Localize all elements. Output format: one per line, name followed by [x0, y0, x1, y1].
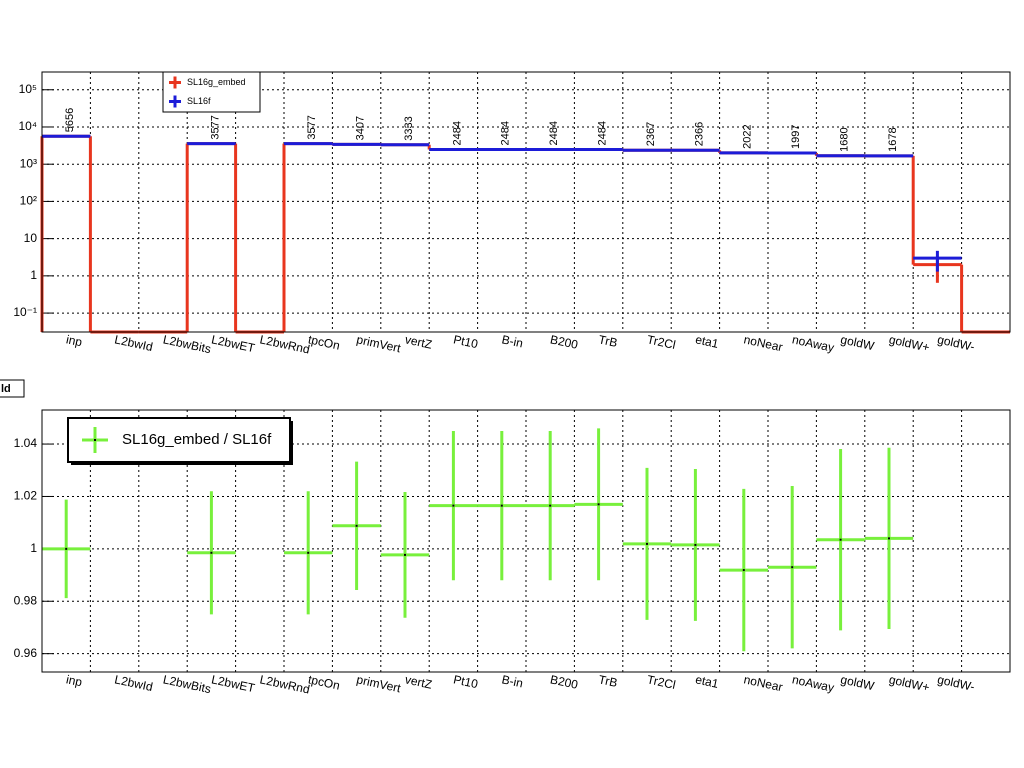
data-label: 2022: [742, 124, 754, 148]
data-point-marker: [597, 503, 600, 506]
y-tick-label: 10⁵: [19, 82, 37, 96]
x-tick-label: Pt10: [452, 332, 479, 351]
x-tick-label: vertZ: [404, 672, 434, 691]
data-point-marker: [210, 551, 213, 554]
y-tick-label: 10³: [20, 156, 37, 170]
y-tick-label: 1: [30, 541, 37, 555]
x-tick-label: Tr2Cl: [646, 332, 677, 352]
data-label: 5656: [64, 108, 76, 132]
x-tick-label: tpcOn: [307, 332, 341, 352]
data-label: 2484: [597, 121, 609, 145]
legend-label: SL16g_embed: [187, 77, 246, 87]
data-point-marker: [694, 543, 697, 546]
legend-marker-dot: [94, 439, 96, 441]
data-point-marker: [500, 504, 503, 507]
x-tick-label: inp: [65, 672, 84, 689]
data-point-marker: [452, 504, 455, 507]
title-box: [0, 379, 25, 398]
data-label: 2366: [693, 122, 705, 146]
x-tick-label: Tr2Cl: [646, 672, 677, 692]
legend-box: [162, 71, 261, 113]
data-label: 2484: [548, 121, 560, 145]
data-label: 2367: [645, 122, 657, 146]
data-point-marker: [65, 547, 68, 550]
data-label: 1997: [790, 125, 802, 149]
data-label: 1680: [839, 127, 851, 151]
x-tick-label: B200: [549, 672, 580, 692]
x-tick-label: eta1: [694, 672, 720, 691]
y-tick-label: 10⁻¹: [13, 305, 37, 319]
y-tick-label: 10: [24, 231, 38, 245]
data-label: 3577: [306, 115, 318, 139]
y-tick-label: 1.04: [14, 436, 38, 450]
y-tick-label: 1.02: [14, 489, 38, 503]
x-tick-label: vertZ: [404, 332, 434, 351]
chart-title: ld: [1, 383, 11, 395]
x-tick-label: Pt10: [452, 672, 479, 691]
data-label: 2484: [451, 121, 463, 145]
data-point-marker: [742, 569, 745, 572]
data-label: 2484: [500, 121, 512, 145]
data-label: 3407: [355, 116, 367, 140]
data-point-marker: [404, 553, 406, 556]
data-label: 3333: [403, 116, 415, 140]
y-tick-label: 1: [30, 268, 37, 282]
y-tick-label: 0.98: [14, 593, 38, 607]
x-tick-label: B200: [549, 332, 580, 352]
data-point-marker: [549, 504, 552, 507]
y-tick-label: 0.96: [14, 646, 38, 660]
x-tick-label: B-in: [501, 672, 525, 690]
data-point-marker: [307, 551, 310, 554]
data-label: 1678: [887, 127, 899, 151]
data-point-marker: [791, 566, 794, 569]
legend-label: SL16f: [187, 96, 211, 106]
data-point-marker: [888, 537, 890, 540]
plot-frame: [41, 71, 1011, 333]
x-tick-label: TrB: [597, 672, 618, 690]
x-tick-label: eta1: [694, 332, 720, 351]
x-tick-label: B-in: [501, 332, 525, 350]
data-point-marker: [355, 524, 358, 527]
legend-label: SL16g_embed / SL16f: [122, 431, 272, 448]
data-label: 3577: [209, 115, 221, 139]
x-tick-label: inp: [65, 332, 84, 349]
y-tick-label: 10⁴: [18, 119, 37, 133]
x-tick-label: TrB: [597, 332, 618, 350]
data-point-marker: [646, 542, 648, 545]
plot-frame: [41, 409, 1011, 673]
y-tick-label: 10²: [20, 194, 37, 208]
x-tick-label: tpcOn: [307, 672, 341, 692]
data-point-marker: [839, 538, 842, 541]
